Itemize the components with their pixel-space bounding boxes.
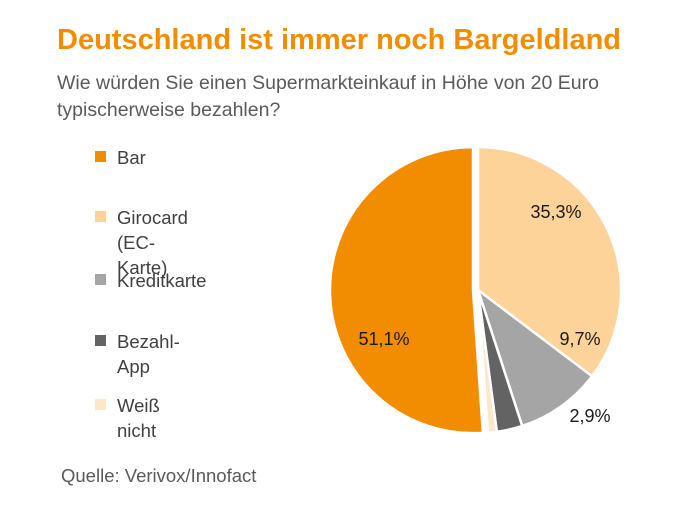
slice-value-label: 35,3% xyxy=(530,202,581,222)
legend-item: Kreditkarte xyxy=(95,268,206,293)
legend-swatch xyxy=(95,335,106,346)
legend-item: Bezahl-App xyxy=(95,329,180,379)
legend-label: Girocard (EC-Karte) xyxy=(117,207,188,278)
legend-label: Kreditkarte xyxy=(117,270,207,291)
pie-slice-girocard-ec-karte xyxy=(476,145,623,378)
legend-label: Weiß nicht xyxy=(117,395,160,441)
chart-subtitle: Wie würden Sie einen Supermarkteinkauf i… xyxy=(57,72,599,121)
legend-swatch xyxy=(95,274,106,285)
pie-slice-kreditkarte xyxy=(476,288,594,428)
pie-slice-bar xyxy=(328,145,485,435)
slice-value-label: 51,1% xyxy=(358,329,409,349)
source-note: Quelle: Verivox/Innofact xyxy=(61,465,257,486)
pie-slice-weiß-nicht xyxy=(476,288,499,434)
legend-swatch xyxy=(95,399,106,410)
legend-label: Bar xyxy=(117,147,146,168)
slice-value-label: 9,7% xyxy=(559,329,600,349)
legend-swatch xyxy=(95,211,106,222)
legend-swatch xyxy=(95,151,106,162)
legend-item: Bar xyxy=(95,145,146,170)
slice-value-label: 2,9% xyxy=(569,406,610,426)
legend-label: Bezahl-App xyxy=(117,331,180,377)
legend-item: Girocard (EC-Karte) xyxy=(95,205,188,280)
chart-title: Deutschland ist immer noch Bargeldland xyxy=(57,24,621,56)
legend-item: Weiß nicht xyxy=(95,393,160,443)
